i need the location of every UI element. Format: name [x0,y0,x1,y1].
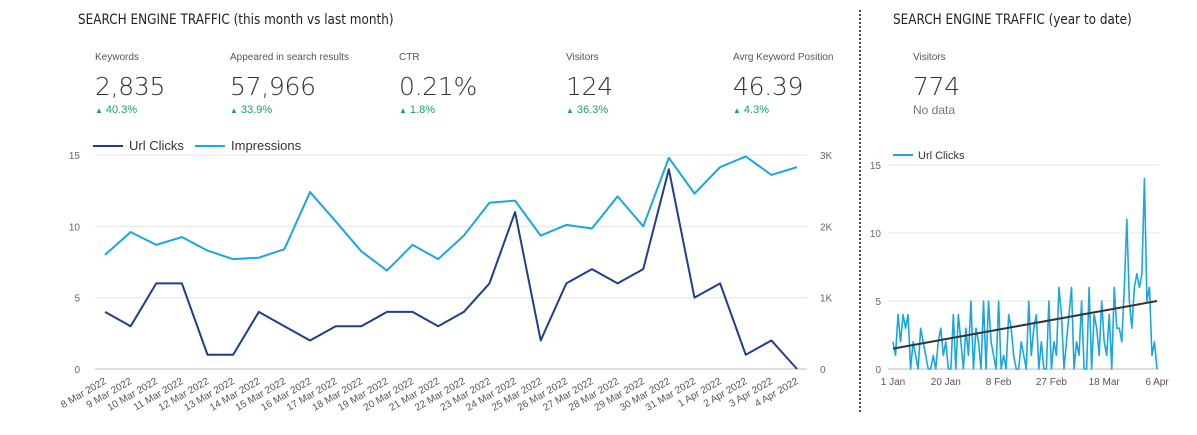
kpi-delta-value: 36.3% [576,104,609,116]
kpi-value: 2,835 [95,72,166,101]
kpi-label: Avrg Keyword Position [733,52,834,63]
kpi-value: 57,966 [230,72,316,101]
left-chart-title: SEARCH ENGINE TRAFFIC (this month vs las… [78,12,394,28]
arrow-up-icon: ▲ [95,106,103,115]
kpi-appeared-in-search: Appeared in search results 57,966 ▲ 33.9% [230,52,349,116]
y-left-tick-label: 15 [69,151,81,162]
trend-line [892,300,1158,350]
kpi-note: No data [913,103,956,117]
x-tick-label: 1 Jan [881,377,905,388]
kpi-delta-value: 1.8% [409,104,435,116]
kpi-delta: ▲ 36.3% [566,104,613,116]
kpi-delta-value: 40.3% [105,104,138,116]
y-right-tick-label: 0 [820,365,826,376]
y-right-tick-label: 1K [820,294,833,305]
arrow-up-icon: ▲ [733,106,741,115]
kpi-delta-value: 33.9% [240,104,273,116]
y-left-tick-label: 5 [74,294,80,305]
arrow-up-icon: ▲ [399,106,407,115]
legend-impressions-label: Impressions [231,138,302,153]
kpi-value: 124 [566,72,613,101]
x-tick-label: 20 Jan [931,377,961,388]
y-tick-label: 0 [875,365,881,376]
kpi-keywords: Keywords 2,835 ▲ 40.3% [95,52,165,116]
y-tick-label: 15 [870,161,882,172]
legend-url-clicks-label: Url Clicks [918,150,965,162]
kpi-delta: ▲ 40.3% [95,104,165,116]
y-left-tick-label: 10 [69,222,81,233]
kpi-delta: ▲ 33.9% [230,104,349,116]
url-clicks-series-line [892,177,1158,370]
kpi-visitors: Visitors 124 ▲ 36.3% [566,52,613,116]
arrow-up-icon: ▲ [566,106,574,115]
x-tick-label: 18 Mar [1089,377,1121,388]
kpi-label: Visitors [913,52,946,63]
kpi-value: 0.21% [399,72,477,101]
arrow-up-icon: ▲ [230,106,238,115]
y-tick-label: 10 [870,229,882,240]
x-tick-label: 6 Apr [1145,377,1169,388]
kpi-label: Keywords [95,52,139,63]
x-tick-label: 8 Feb [986,377,1012,388]
x-tick-label: 27 Feb [1036,377,1068,388]
kpi-avg-keyword-position: Avrg Keyword Position 46.39 ▲ 4.3% [733,52,833,116]
y-tick-label: 5 [875,297,881,308]
kpi-value: 46.39 [733,72,804,101]
kpi-ytd-visitors: Visitors 774 No data [913,52,960,117]
url-clicks-series-line [104,168,798,370]
y-right-tick-label: 3K [820,151,833,162]
kpi-label: CTR [399,52,420,63]
y-right-tick-label: 2K [820,222,833,233]
right-chart-title: SEARCH ENGINE TRAFFIC (year to date) [893,12,1132,28]
kpi-delta: ▲ 1.8% [399,104,477,116]
impressions-series-line [104,155,798,272]
section-divider [859,10,861,412]
kpi-ctr: CTR 0.21% ▲ 1.8% [399,52,477,116]
kpi-value: 774 [913,72,960,101]
kpi-label: Appeared in search results [230,52,349,63]
y-left-tick-label: 0 [74,365,80,376]
kpi-delta-value: 4.3% [743,104,769,116]
kpi-delta: ▲ 4.3% [733,104,833,116]
kpi-label: Visitors [566,52,599,63]
legend-url-clicks-label: Url Clicks [129,138,184,153]
